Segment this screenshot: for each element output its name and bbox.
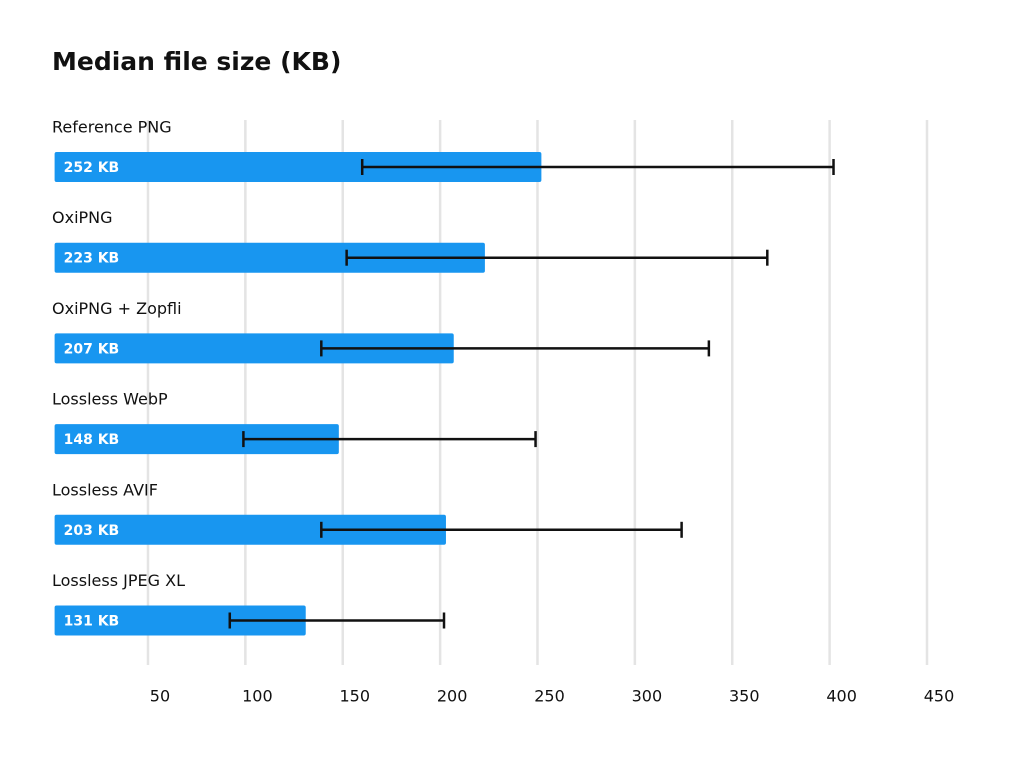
category-label: Lossless WebP (52, 390, 168, 409)
x-tick-label: 400 (826, 687, 857, 706)
x-tick-label: 450 (924, 687, 955, 706)
x-tick-label: 200 (437, 687, 468, 706)
category-label: Lossless JPEG XL (52, 571, 185, 590)
x-tick-label: 250 (534, 687, 565, 706)
bar (54, 152, 542, 182)
category-label: OxiPNG (52, 208, 113, 227)
value-label: 207 KB (64, 341, 120, 357)
bar (54, 333, 454, 364)
bar (54, 424, 339, 455)
value-label: 223 KB (64, 251, 120, 267)
category-label: Lossless AVIF (52, 480, 158, 499)
value-label: 148 KB (64, 432, 120, 448)
value-label: 252 KB (64, 160, 120, 176)
x-tick-label: 50 (150, 687, 170, 706)
bar (54, 605, 306, 636)
bar (54, 242, 485, 273)
x-tick-label: 100 (242, 687, 273, 706)
x-tick-label: 350 (729, 687, 760, 706)
x-tick-label: 300 (632, 687, 663, 706)
chart-title: Median file size (KB) (52, 47, 341, 76)
category-label: OxiPNG + Zopfli (52, 299, 182, 318)
x-tick-label: 150 (339, 687, 370, 706)
value-label: 203 KB (64, 523, 120, 539)
bar (54, 514, 446, 545)
category-label: Reference PNG (52, 118, 172, 137)
value-label: 131 KB (64, 614, 120, 630)
